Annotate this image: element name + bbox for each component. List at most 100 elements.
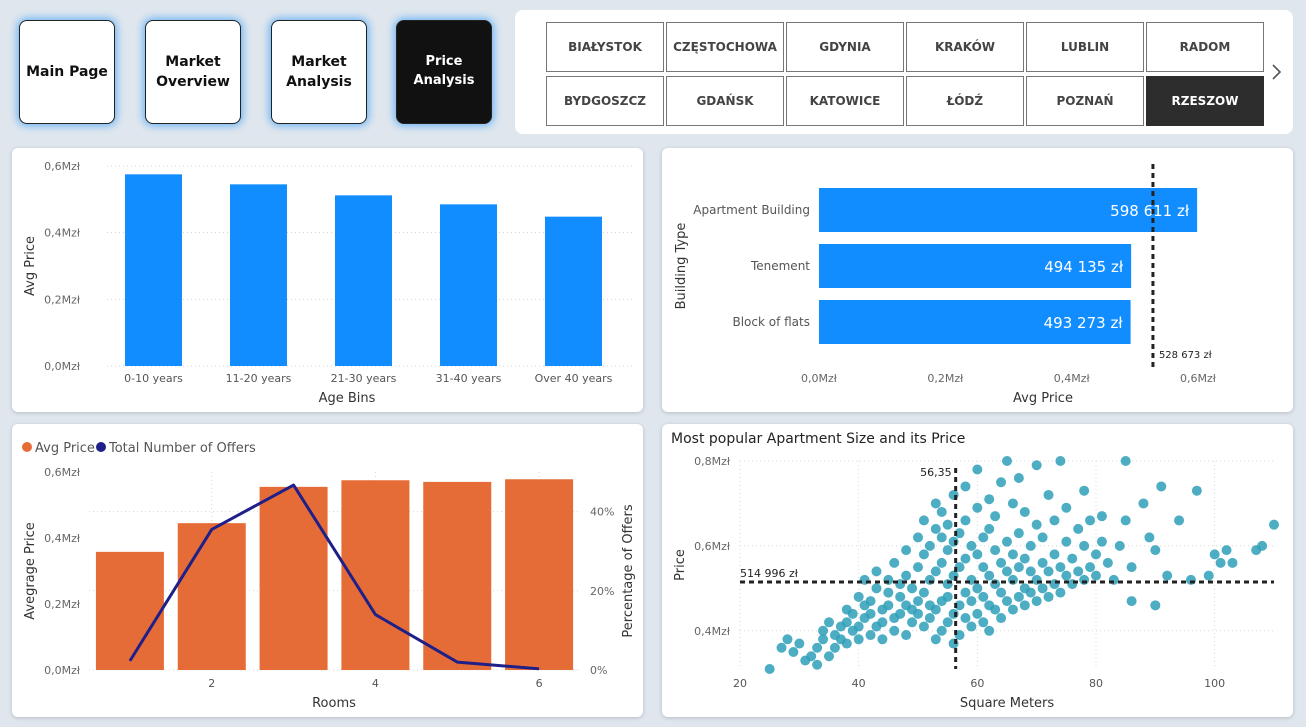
- scatter-point: [924, 613, 935, 624]
- scatter-point: [1156, 481, 1167, 492]
- scatter-point: [972, 608, 983, 619]
- legend-marker: [96, 442, 106, 452]
- city-button-radom[interactable]: RADOM: [1146, 22, 1264, 72]
- scatter-point: [1138, 498, 1149, 509]
- scatter-point: [960, 515, 971, 526]
- scatter-point: [865, 608, 876, 619]
- scatter-point: [1102, 557, 1113, 568]
- bar: [545, 216, 602, 366]
- x-axis-title: Age Bins: [319, 391, 376, 406]
- scatter-point: [1162, 570, 1173, 581]
- city-button-lublin[interactable]: LUBLIN: [1026, 22, 1144, 72]
- data-label: 494 135 zł: [1044, 258, 1124, 276]
- scatter-point: [865, 596, 876, 607]
- scatter-point: [1049, 515, 1060, 526]
- y-tick-label: 0,6Mzł: [44, 160, 81, 173]
- city-button-gdansk[interactable]: GDAŃSK: [666, 76, 784, 126]
- legend-label: Total Number of Offers: [108, 441, 256, 456]
- scatter-point: [918, 515, 929, 526]
- scatter-point: [936, 532, 947, 543]
- scatter-point: [918, 621, 929, 632]
- y-tick-label: 0,4Mzł: [44, 227, 81, 240]
- x-tick-label: 0,2Mzł: [927, 372, 964, 385]
- city-button-bialystok[interactable]: BIAŁYSTOK: [546, 22, 664, 72]
- nav-main-page-button[interactable]: Main Page: [19, 20, 115, 124]
- scatter-point: [794, 638, 805, 649]
- x-axis-title: Square Meters: [960, 696, 1055, 711]
- scatter-point: [930, 498, 941, 509]
- scatter-point: [978, 591, 989, 602]
- city-button-bydgoszcz[interactable]: BYDGOSZCZ: [546, 76, 664, 126]
- x-axis-title: Rooms: [312, 696, 356, 711]
- scatter-point: [984, 570, 995, 581]
- nav-market-analysis-button[interactable]: Market Analysis: [271, 20, 367, 124]
- city-button-krakow[interactable]: KRAKÓW: [906, 22, 1024, 72]
- y-axis-title: Building Type: [674, 223, 689, 310]
- y2-tick-label: 0%: [590, 664, 607, 677]
- scatter-point: [853, 621, 864, 632]
- y2-axis-title: Percentage of Offers: [621, 504, 636, 637]
- x-tick-label: 20: [733, 677, 747, 690]
- scatter-point: [1031, 596, 1042, 607]
- scatter-point: [1203, 570, 1214, 581]
- scatter-point: [788, 647, 799, 658]
- scatter-point: [812, 659, 823, 670]
- nav-price-analysis-button[interactable]: Price Analysis: [396, 20, 492, 124]
- scatter-point: [818, 625, 829, 636]
- scatter-point: [1002, 566, 1012, 577]
- scatter-point: [930, 566, 941, 577]
- scatter-point: [984, 523, 995, 534]
- city-button-katowice[interactable]: KATOWICE: [786, 76, 904, 126]
- building-type-chart-panel: Apartment Building 598 611 zł Tenement 494 …: [662, 148, 1293, 412]
- scatter-point: [1055, 562, 1066, 573]
- scatter-point: [960, 587, 971, 598]
- y-reference-label: 514 996 zł: [740, 567, 799, 580]
- scatter-point: [901, 570, 912, 581]
- y-tick-label: 0,8Mzł: [694, 455, 731, 468]
- city-button-gdynia[interactable]: GDYNIA: [786, 22, 904, 72]
- chevron-right-icon[interactable]: [1270, 60, 1284, 84]
- scatter-point: [1043, 489, 1054, 500]
- category-label: Apartment Building: [693, 203, 810, 217]
- scatter-point: [1013, 591, 1024, 602]
- scatter-point: [966, 621, 977, 632]
- nav-market-overview-button[interactable]: Market Overview: [145, 20, 241, 124]
- scatter-point: [1126, 562, 1137, 573]
- x-tick-label: 60: [970, 677, 984, 690]
- scatter-point: [996, 557, 1007, 568]
- category-label: Block of flats: [732, 315, 810, 329]
- y-tick-label: 0,2Mzł: [44, 598, 81, 611]
- y2-tick-label: 40%: [590, 506, 614, 519]
- scatter-point: [984, 625, 995, 636]
- scatter-point: [1013, 528, 1024, 539]
- x-tick-label: 40: [852, 677, 866, 690]
- scatter-point: [1096, 511, 1107, 522]
- building-type-bar-chart: Apartment Building 598 611 zł Tenement 494 …: [674, 164, 1217, 406]
- x-tick-label: 11-20 years: [226, 372, 292, 385]
- scatter-point: [1049, 549, 1060, 560]
- scatter-point: [972, 464, 983, 475]
- chart-title: Most popular Apartment Size and its Pric…: [671, 431, 965, 447]
- x-tick-label: 31-40 years: [436, 372, 502, 385]
- series-line: [128, 483, 540, 671]
- scatter-point: [960, 613, 971, 624]
- scatter-point: [1061, 570, 1072, 581]
- scatter-point: [782, 634, 793, 645]
- scatter-point: [895, 591, 906, 602]
- scatter-point: [913, 608, 923, 619]
- scatter-point: [1150, 600, 1161, 611]
- scatter-point: [824, 617, 834, 628]
- scatter-point: [1085, 515, 1096, 526]
- scatter-point: [889, 625, 900, 636]
- y-tick-label: 0,6Mzł: [694, 540, 731, 553]
- scatter-point: [1269, 519, 1279, 530]
- city-button-rzeszow[interactable]: RZESZOW: [1146, 76, 1264, 126]
- scatter-point: [1043, 591, 1054, 602]
- city-button-poznan[interactable]: POZNAŃ: [1026, 76, 1144, 126]
- city-button-lodz[interactable]: ŁÓDŹ: [906, 76, 1024, 126]
- scatter-point: [960, 481, 971, 492]
- city-button-czestochowa[interactable]: CZĘSTOCHOWA: [666, 22, 784, 72]
- scatter-point: [990, 545, 1001, 556]
- scatter-point: [996, 613, 1007, 624]
- scatter-point: [1079, 540, 1090, 551]
